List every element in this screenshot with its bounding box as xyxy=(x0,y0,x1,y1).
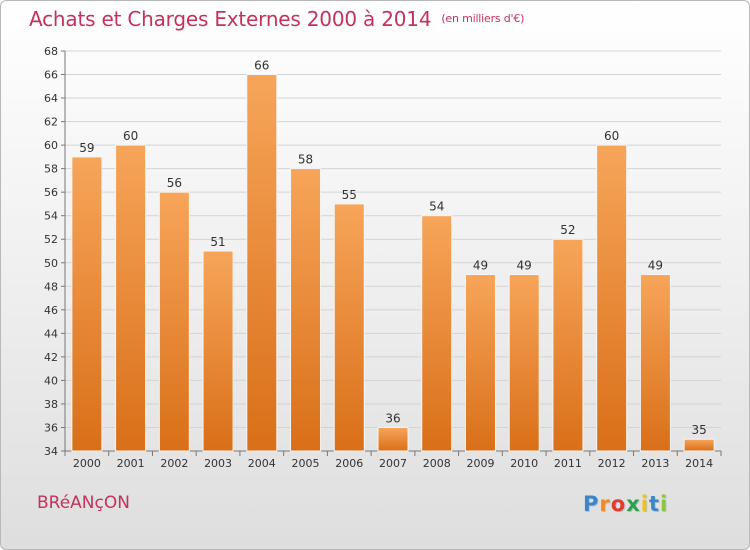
x-tick-label: 2001 xyxy=(117,457,145,470)
bar-value-label: 56 xyxy=(167,176,182,190)
bar xyxy=(639,274,671,452)
x-tick-label: 2012 xyxy=(598,457,626,470)
bar-value-label: 49 xyxy=(517,259,532,273)
bar xyxy=(464,274,496,452)
y-tick-label: 66 xyxy=(44,69,58,82)
commune-name: BRéANçON xyxy=(37,493,130,513)
bar xyxy=(290,168,322,452)
x-tick-label: 2004 xyxy=(248,457,276,470)
logo-letter: r xyxy=(599,492,611,516)
bar-value-label: 59 xyxy=(79,141,94,155)
x-tick-label: 2014 xyxy=(685,457,713,470)
chart-subtitle: (en milliers d'€) xyxy=(441,12,525,25)
chart-title: Achats et Charges Externes 2000 à 2014 (e… xyxy=(29,7,524,31)
y-tick-label: 48 xyxy=(44,280,58,293)
bar xyxy=(202,250,234,452)
bar xyxy=(246,74,278,452)
bar xyxy=(508,274,540,452)
bar-value-label: 49 xyxy=(473,259,488,273)
y-tick-label: 40 xyxy=(44,374,58,387)
bar-value-label: 49 xyxy=(648,259,663,273)
bar-value-label: 35 xyxy=(691,423,706,437)
y-tick-label: 34 xyxy=(44,445,58,458)
bar xyxy=(377,426,409,452)
y-tick-label: 50 xyxy=(44,257,58,270)
bar-value-label: 60 xyxy=(604,129,619,143)
logo-letter: i xyxy=(660,492,669,516)
y-tick-label: 52 xyxy=(44,233,58,246)
y-tick-label: 54 xyxy=(44,210,58,223)
logo-letter: i xyxy=(640,492,649,516)
bar-value-label: 60 xyxy=(123,129,138,143)
logo-letter: P xyxy=(583,492,600,516)
bar xyxy=(683,438,715,452)
x-tick-label: 2008 xyxy=(423,457,451,470)
bar xyxy=(333,203,365,452)
y-tick-label: 58 xyxy=(44,163,58,176)
x-tick-label: 2011 xyxy=(554,457,582,470)
x-tick-label: 2000 xyxy=(73,457,101,470)
bar xyxy=(421,215,453,452)
x-tick-label: 2010 xyxy=(510,457,538,470)
y-tick-label: 56 xyxy=(44,186,58,199)
y-tick-label: 36 xyxy=(44,421,58,434)
x-tick-label: 2006 xyxy=(335,457,363,470)
bar xyxy=(158,191,190,452)
x-tick-label: 2009 xyxy=(466,457,494,470)
bar-value-label: 55 xyxy=(342,188,357,202)
bar xyxy=(115,144,147,452)
bar-value-label: 51 xyxy=(210,235,225,249)
x-tick-label: 2005 xyxy=(292,457,320,470)
proxiti-logo: Proxiti xyxy=(583,492,668,516)
x-tick-label: 2002 xyxy=(160,457,188,470)
x-tick-label: 2003 xyxy=(204,457,232,470)
logo-letter: x xyxy=(626,492,641,516)
bar xyxy=(596,144,628,452)
y-tick-label: 42 xyxy=(44,351,58,364)
y-tick-label: 62 xyxy=(44,116,58,129)
bar-value-label: 54 xyxy=(429,200,444,214)
bar xyxy=(552,238,584,452)
y-tick-label: 64 xyxy=(44,92,58,105)
x-tick-label: 2007 xyxy=(379,457,407,470)
bar-value-label: 58 xyxy=(298,153,313,167)
y-tick-label: 44 xyxy=(44,327,58,340)
y-tick-label: 46 xyxy=(44,304,58,317)
bar-value-label: 52 xyxy=(560,223,575,237)
chart-title-text: Achats et Charges Externes 2000 à 2014 xyxy=(29,7,432,31)
bar xyxy=(71,156,103,452)
y-tick-label: 60 xyxy=(44,139,58,152)
bar-value-label: 36 xyxy=(385,411,400,425)
y-tick-label: 38 xyxy=(44,398,58,411)
logo-letter: t xyxy=(648,492,660,516)
logo-letter: o xyxy=(610,492,627,516)
bar-value-label: 66 xyxy=(254,59,269,73)
y-tick-label: 68 xyxy=(44,45,58,58)
x-tick-label: 2013 xyxy=(641,457,669,470)
